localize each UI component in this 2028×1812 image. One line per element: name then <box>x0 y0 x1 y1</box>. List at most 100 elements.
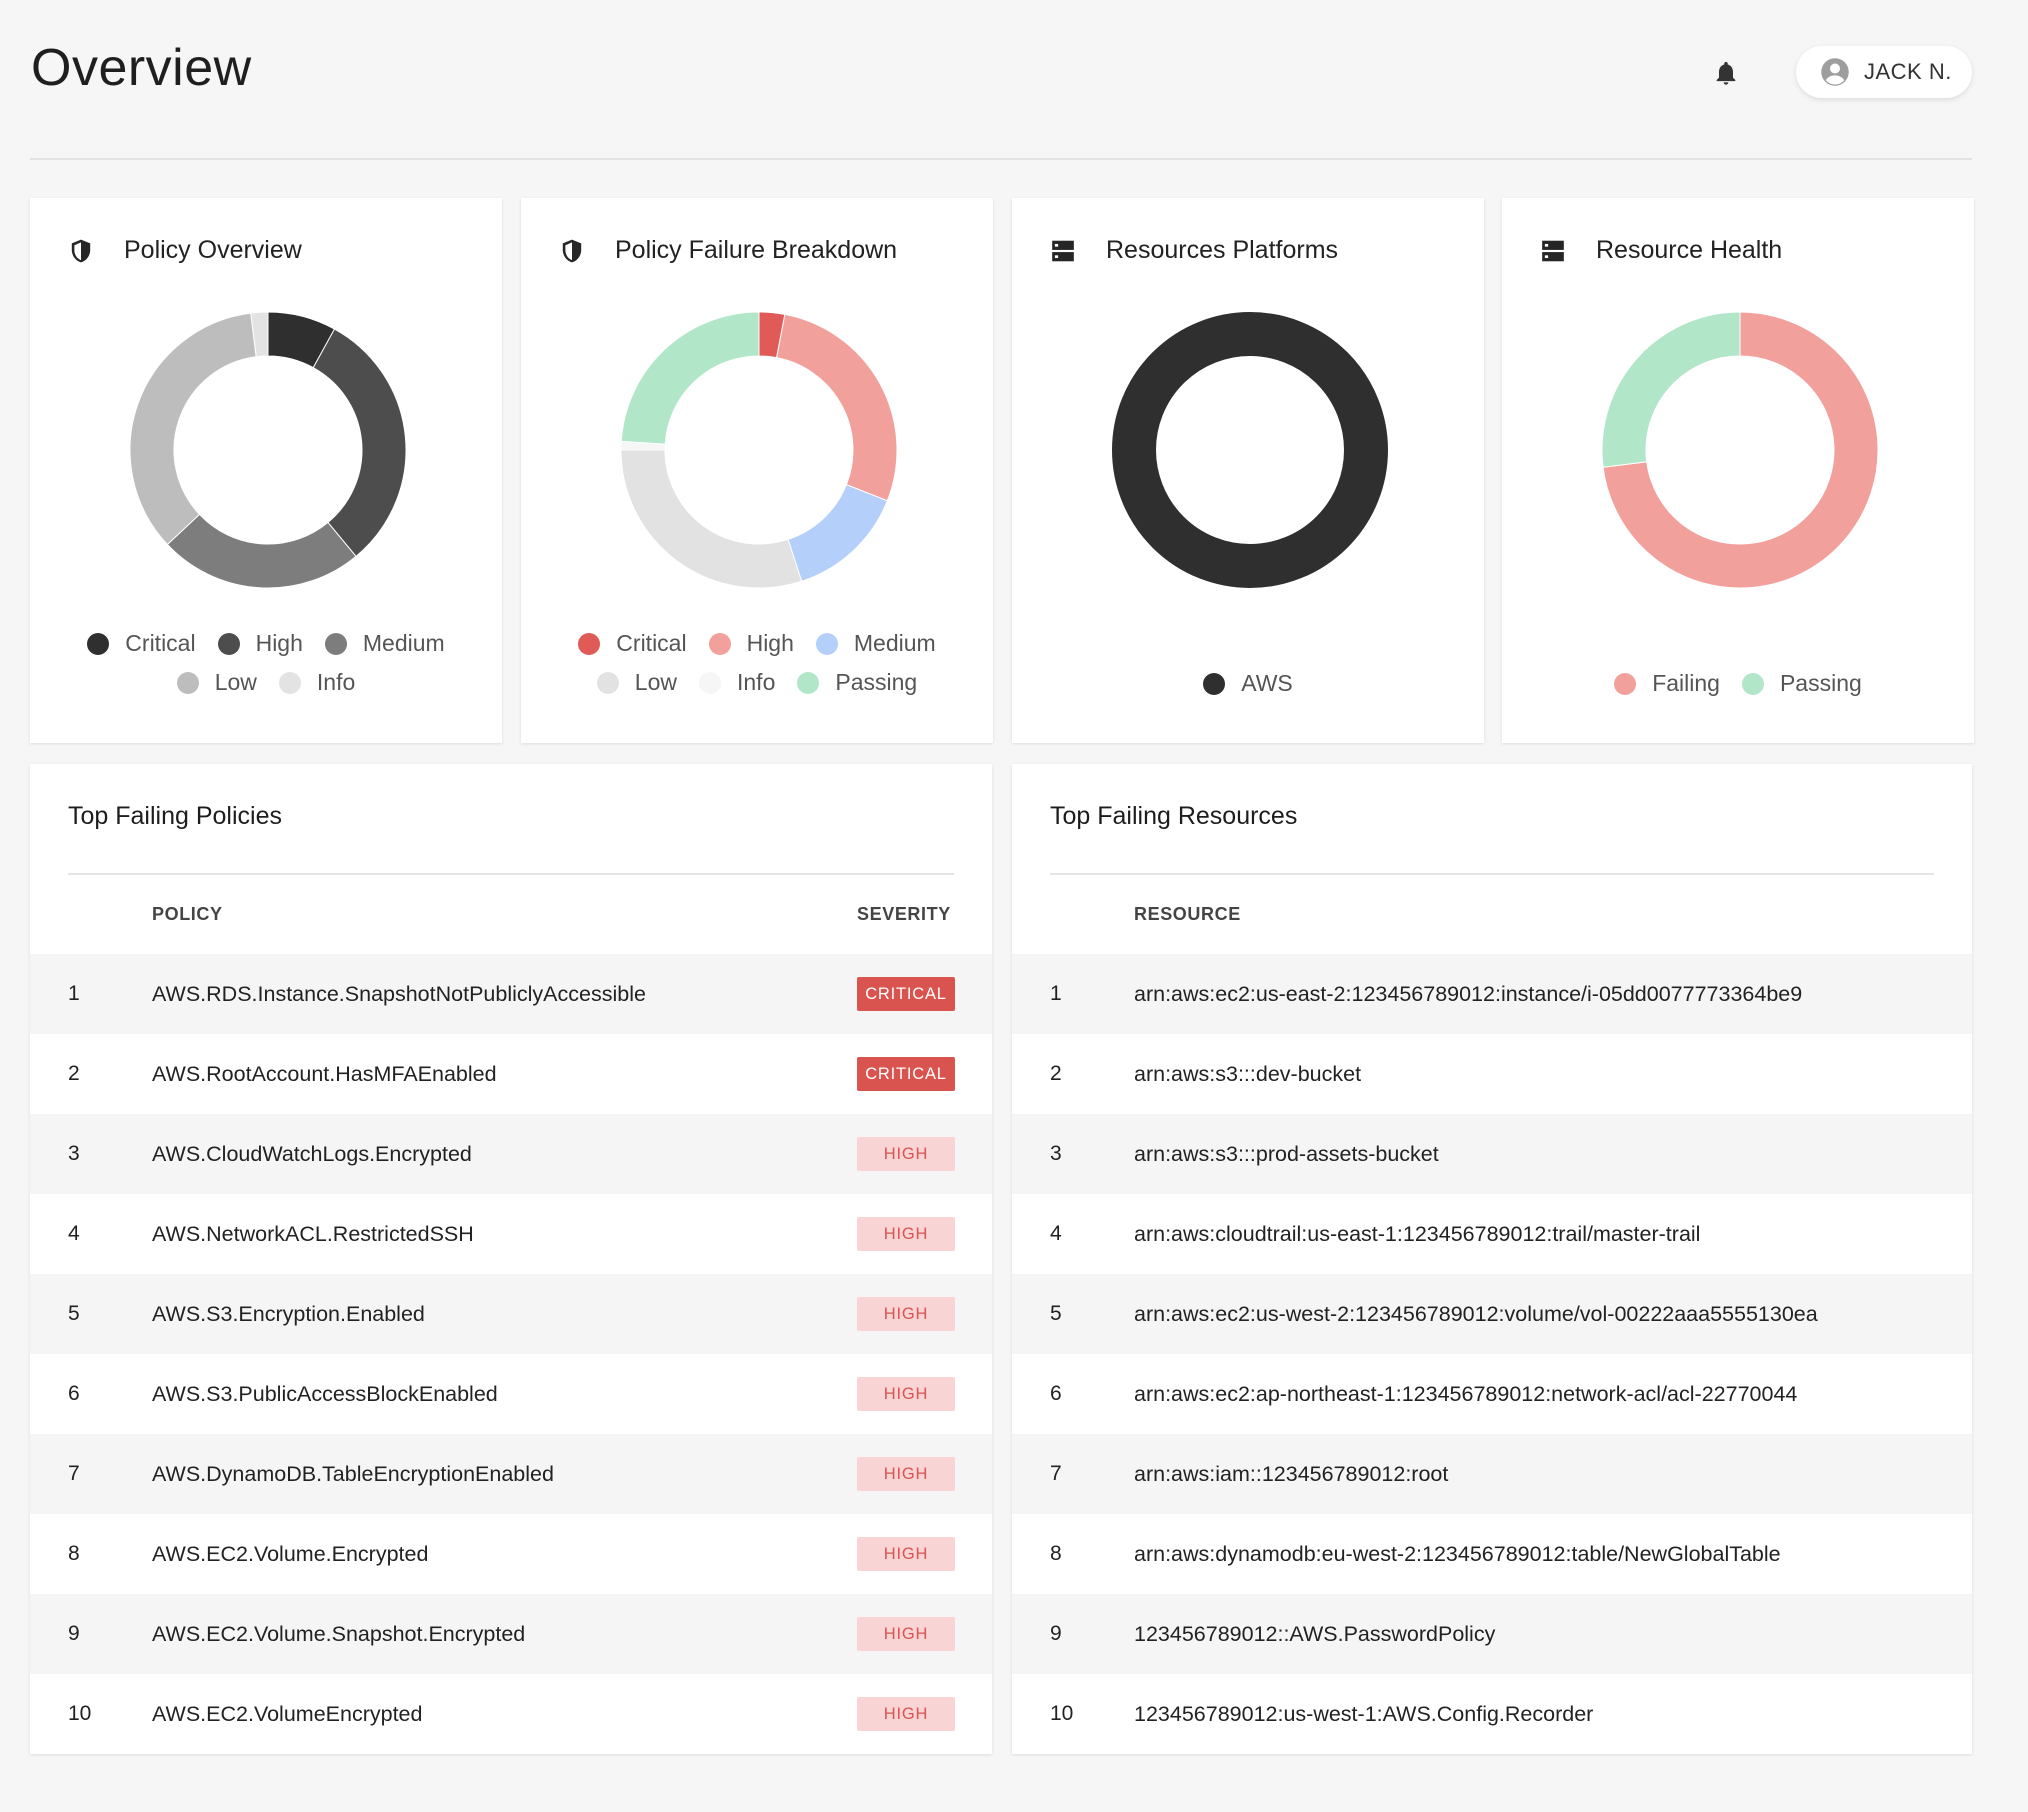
notifications-bell-icon[interactable] <box>1712 58 1740 88</box>
row-number: 1 <box>68 982 80 1005</box>
column-header-policy[interactable]: POLICY <box>152 904 223 924</box>
table-row[interactable]: 5 arn:aws:ec2:us-west-2:123456789012:volu… <box>1012 1274 1972 1354</box>
table-row[interactable]: 4 arn:aws:cloudtrail:us-east-1:1234567890… <box>1012 1194 1972 1274</box>
table-row[interactable]: 8 AWS.EC2.Volume.Encrypted HIGH <box>30 1514 992 1594</box>
donut-slice-aws[interactable] <box>1112 312 1388 588</box>
policy-failure-breakdown-card: Policy Failure Breakdown Critical High Med… <box>521 198 993 743</box>
donut-slice-passing[interactable] <box>1601 311 1741 468</box>
row-number: 10 <box>68 1702 92 1725</box>
resource-arn: 123456789012::AWS.PasswordPolicy <box>1134 1621 1496 1646</box>
donut-slice-low[interactable] <box>129 312 257 546</box>
severity-badge: HIGH <box>857 1137 955 1171</box>
table-title: Top Failing Resources <box>1050 802 1298 830</box>
policy-name: AWS.RDS.Instance.SnapshotNotPubliclyAcce… <box>152 981 646 1006</box>
top-failing-resources-card: Top Failing Resources RESOURCE 1 arn:aws:… <box>1012 764 1972 1754</box>
chart-legend: Critical High Medium Low Info Passing <box>521 630 993 696</box>
legend-label: Medium <box>853 630 936 656</box>
table-row[interactable]: 8 arn:aws:dynamodb:eu-west-2:123456789012… <box>1012 1514 1972 1594</box>
legend-dot <box>797 671 820 694</box>
table-row[interactable]: 9 AWS.EC2.Volume.Snapshot.Encrypted HIGH <box>30 1594 992 1674</box>
table-row[interactable]: 7 arn:aws:iam::123456789012:root <box>1012 1434 1972 1514</box>
resource-arn: arn:aws:ec2:us-east-2:123456789012:insta… <box>1134 981 1803 1006</box>
table-row[interactable]: 1 arn:aws:ec2:us-east-2:123456789012:inst… <box>1012 954 1972 1034</box>
table-row[interactable]: 2 AWS.RootAccount.HasMFAEnabled CRITICAL <box>30 1034 992 1114</box>
legend-row: Critical High Medium <box>76 630 455 657</box>
severity-badge: HIGH <box>857 1217 955 1251</box>
card-title: Resource Health <box>1596 236 1783 264</box>
legend-label: AWS <box>1241 670 1293 696</box>
server-icon <box>1050 238 1076 264</box>
legend-item-passing[interactable]: Passing <box>1741 670 1862 697</box>
row-number: 7 <box>1050 1462 1062 1485</box>
legend-item-info[interactable]: Info <box>699 669 775 696</box>
table-row[interactable]: 3 AWS.CloudWatchLogs.Encrypted HIGH <box>30 1114 992 1194</box>
legend-item-high[interactable]: High <box>708 630 794 657</box>
table-row[interactable]: 6 arn:aws:ec2:ap-northeast-1:123456789012… <box>1012 1354 1972 1434</box>
server-icon <box>1540 238 1566 264</box>
resources-platforms-donut <box>1112 312 1388 588</box>
legend-item-passing[interactable]: Passing <box>797 669 917 696</box>
column-header-severity[interactable]: SEVERITY <box>857 904 951 924</box>
severity-badge: CRITICAL <box>857 977 955 1011</box>
legend-dot <box>87 632 110 655</box>
row-number: 4 <box>1050 1222 1062 1245</box>
row-number: 3 <box>68 1142 80 1165</box>
table-title: Top Failing Policies <box>68 802 282 830</box>
donut-slice-info[interactable] <box>250 311 269 358</box>
row-number: 8 <box>1050 1542 1062 1565</box>
policy-name: AWS.DynamoDB.TableEncryptionEnabled <box>152 1461 554 1486</box>
legend-item-medium[interactable]: Medium <box>815 630 936 657</box>
donut-slice-high[interactable] <box>776 313 898 502</box>
resource-rows: 1 arn:aws:ec2:us-east-2:123456789012:inst… <box>1012 954 1972 1754</box>
table-row[interactable]: 3 arn:aws:s3:::prod-assets-bucket <box>1012 1114 1972 1194</box>
chart-legend: AWS <box>1012 670 1484 697</box>
legend-item-high[interactable]: High <box>217 630 303 657</box>
resource-arn: arn:aws:ec2:ap-northeast-1:123456789012:… <box>1134 1381 1798 1406</box>
donut-slice-medium[interactable] <box>166 513 357 589</box>
legend-dot <box>1614 672 1637 695</box>
column-header-resource[interactable]: RESOURCE <box>1134 904 1241 924</box>
policy-name: AWS.NetworkACL.RestrictedSSH <box>152 1221 474 1246</box>
table-divider <box>68 873 954 875</box>
donut-slice-passing[interactable] <box>620 311 760 445</box>
policy-name: AWS.RootAccount.HasMFAEnabled <box>152 1061 497 1086</box>
legend-item-critical[interactable]: Critical <box>87 630 196 657</box>
legend-label: Passing <box>835 669 918 695</box>
table-row[interactable]: 1 AWS.RDS.Instance.SnapshotNotPubliclyAcc… <box>30 954 992 1034</box>
table-row[interactable]: 5 AWS.S3.Encryption.Enabled HIGH <box>30 1274 992 1354</box>
table-row[interactable]: 9 123456789012::AWS.PasswordPolicy <box>1012 1594 1972 1674</box>
severity-badge: HIGH <box>857 1697 955 1731</box>
donut-slice-low[interactable] <box>620 449 803 589</box>
legend-item-low[interactable]: Low <box>176 669 257 696</box>
table-row[interactable]: 7 AWS.DynamoDB.TableEncryptionEnabled HIGH <box>30 1434 992 1514</box>
legend-dot <box>217 632 240 655</box>
policy-overview-card: Policy Overview Critical High Medium Low Inf… <box>30 198 502 743</box>
donut-slice-medium[interactable] <box>787 483 888 582</box>
chart-legend: Failing Passing <box>1502 670 1974 697</box>
table-row[interactable]: 6 AWS.S3.PublicAccessBlockEnabled HIGH <box>30 1354 992 1434</box>
table-row[interactable]: 2 arn:aws:s3:::dev-bucket <box>1012 1034 1972 1114</box>
legend-label: Info <box>737 669 776 695</box>
table-row[interactable]: 4 AWS.NetworkACL.RestrictedSSH HIGH <box>30 1194 992 1274</box>
row-number: 5 <box>68 1302 80 1325</box>
donut-slice-high[interactable] <box>312 328 407 558</box>
legend-item-info[interactable]: Info <box>278 669 355 696</box>
table-row[interactable]: 10 AWS.EC2.VolumeEncrypted HIGH <box>30 1674 992 1754</box>
legend-label: High <box>255 630 303 656</box>
legend-item-failing[interactable]: Failing <box>1614 670 1720 697</box>
page-title: Overview <box>31 39 252 97</box>
header-divider <box>30 158 1972 160</box>
chart-legend: Critical High Medium Low Info <box>30 630 502 696</box>
legend-label: Critical <box>616 630 687 656</box>
legend-row: AWS <box>1192 670 1304 697</box>
legend-item-aws[interactable]: AWS <box>1203 670 1293 697</box>
severity-badge: HIGH <box>857 1457 955 1491</box>
policy-failure-donut <box>620 311 898 589</box>
table-row[interactable]: 10 123456789012:us-west-1:AWS.Config.Reco… <box>1012 1674 1972 1754</box>
policy-name: AWS.EC2.Volume.Encrypted <box>152 1541 429 1566</box>
legend-item-critical[interactable]: Critical <box>578 630 687 657</box>
legend-item-low[interactable]: Low <box>596 669 677 696</box>
donut-slice-failing[interactable] <box>1602 311 1879 589</box>
user-menu-button[interactable]: JACK N. <box>1796 46 1972 98</box>
legend-item-medium[interactable]: Medium <box>324 630 445 657</box>
